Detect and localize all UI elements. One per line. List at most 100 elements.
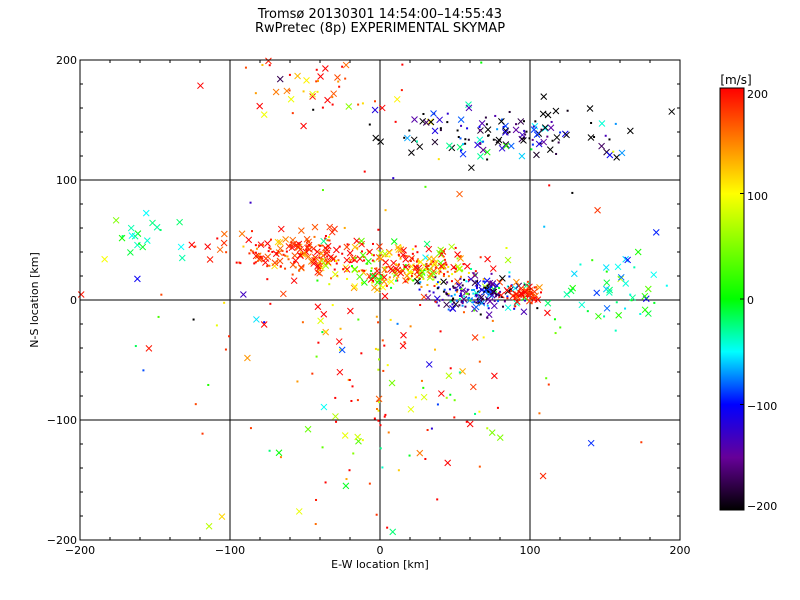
data-point-dot <box>465 420 468 423</box>
data-point-dot <box>399 257 402 260</box>
data-point-dot <box>446 121 449 124</box>
data-point-dot <box>375 315 378 318</box>
data-point-cross <box>304 425 312 433</box>
data-point-dot <box>266 278 269 281</box>
data-point-cross <box>614 263 622 271</box>
data-point-dot <box>417 282 420 285</box>
data-point-cross <box>416 449 424 457</box>
data-point-cross <box>262 259 269 266</box>
data-point-dot <box>377 409 380 412</box>
data-point-dot <box>524 133 527 136</box>
data-point-cross <box>484 126 492 133</box>
data-point-cross <box>483 148 491 156</box>
data-point-dot <box>249 201 252 204</box>
data-point-cross <box>544 299 552 307</box>
data-point-dot <box>194 245 197 248</box>
data-point-cross <box>289 236 297 244</box>
data-point-cross <box>355 437 362 445</box>
data-point-dot <box>254 251 257 254</box>
data-point-dot <box>554 332 557 335</box>
data-point-cross <box>464 262 471 270</box>
data-point-dot <box>559 326 562 329</box>
data-point-dot <box>442 290 445 293</box>
data-point-dot <box>255 247 258 250</box>
data-point-cross <box>347 307 354 315</box>
data-point-dot <box>271 250 274 253</box>
data-point-dot <box>462 311 465 314</box>
data-point-dot <box>520 295 523 298</box>
data-point-cross <box>387 265 395 273</box>
data-point-dot <box>447 292 450 295</box>
ytick-label: 200 <box>56 54 77 67</box>
data-point-dot <box>216 237 219 240</box>
data-point-dot <box>311 372 314 375</box>
data-point-dot <box>356 399 359 402</box>
data-point-dot <box>328 239 331 242</box>
data-point-cross <box>378 104 386 112</box>
data-point-cross <box>367 276 375 283</box>
data-point-dot <box>535 286 538 289</box>
data-point-dot <box>428 290 431 293</box>
data-point-cross <box>517 118 525 125</box>
data-point-dot <box>461 284 464 287</box>
data-point-cross <box>303 77 310 84</box>
data-point-dot <box>550 120 553 123</box>
data-point-cross <box>304 244 311 252</box>
data-point-dot <box>400 89 403 92</box>
data-point-cross <box>349 254 357 262</box>
data-point-cross <box>455 281 463 289</box>
data-point-dot <box>373 417 376 420</box>
data-point-dot <box>591 259 594 262</box>
data-point-cross <box>446 142 453 150</box>
data-point-cross <box>437 246 445 254</box>
data-point-dot <box>449 367 452 370</box>
data-point-dot <box>337 259 340 262</box>
data-point-cross <box>283 87 291 95</box>
data-point-dot <box>603 315 606 318</box>
data-point-dot <box>291 273 294 276</box>
data-point-dot <box>383 415 386 418</box>
data-point-dot <box>390 286 393 289</box>
data-point-dot <box>640 441 643 444</box>
data-point-dot <box>484 286 487 289</box>
data-point-dot <box>361 250 364 253</box>
data-point-cross <box>285 242 293 250</box>
data-point-cross <box>375 395 383 403</box>
data-point-cross <box>644 285 652 293</box>
data-point-dot <box>326 239 329 242</box>
data-point-cross <box>502 129 509 136</box>
data-point-dot <box>449 300 452 303</box>
data-point-dot <box>522 137 525 140</box>
data-point-dot <box>238 261 241 264</box>
data-point-cross <box>624 256 632 264</box>
data-point-dot <box>437 304 440 307</box>
data-point-dot <box>331 96 334 99</box>
data-point-dot <box>432 278 435 281</box>
data-point-cross <box>540 138 548 146</box>
data-point-dot <box>487 307 490 310</box>
data-point-dot <box>249 427 252 430</box>
data-point-dot <box>506 295 509 298</box>
data-point-cross <box>343 256 351 264</box>
data-point-dot <box>371 259 374 262</box>
data-point-dot <box>505 246 508 249</box>
data-point-dot <box>346 277 349 280</box>
data-point-cross <box>298 227 305 234</box>
data-point-dot <box>458 294 461 297</box>
data-point-cross <box>533 151 540 159</box>
data-point-dot <box>315 498 318 501</box>
data-point-dot <box>316 90 319 93</box>
data-point-dot <box>319 244 322 247</box>
data-point-dot <box>460 289 463 292</box>
data-point-cross <box>439 263 447 270</box>
data-point-dot <box>192 318 195 321</box>
data-point-cross <box>425 361 433 368</box>
data-point-cross <box>513 299 520 307</box>
data-point-cross <box>253 316 260 323</box>
data-point-cross <box>426 255 433 263</box>
data-point-dot <box>492 138 495 141</box>
data-point-dot <box>473 288 476 291</box>
data-point-dot <box>414 245 417 248</box>
data-point-cross <box>521 288 529 296</box>
